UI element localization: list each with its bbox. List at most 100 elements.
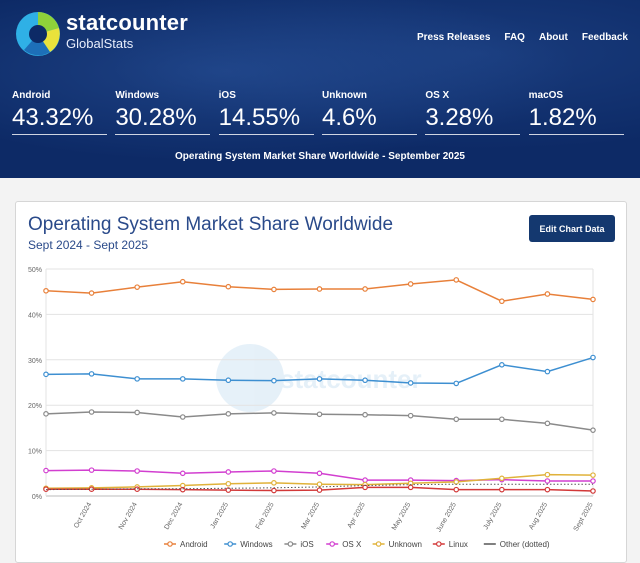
data-point: [225, 283, 232, 290]
x-tick-label: Dec 2024: [163, 501, 184, 531]
nav-feedback[interactable]: Feedback: [581, 32, 628, 43]
data-point: [407, 484, 414, 491]
line-chart: statcounter 0% 10% 20% 30% 40% 50% Oct 2024 Nov …: [28, 267, 596, 549]
data-point: [453, 380, 460, 387]
data-point: [316, 376, 323, 382]
data-point: [88, 290, 95, 296]
stat-value: 43.32%: [12, 105, 107, 135]
statcounter-logo-icon[interactable]: [14, 10, 62, 58]
data-point: [271, 468, 277, 474]
data-point: [590, 354, 596, 361]
data-point: [271, 487, 277, 494]
stat-value: 4.6%: [321, 105, 417, 135]
data-point: [362, 377, 368, 384]
data-point: [316, 411, 323, 418]
x-tick-label: Oct 2024: [73, 501, 93, 529]
nav-about[interactable]: About: [538, 32, 568, 43]
data-point: [362, 411, 368, 418]
nav-faq[interactable]: FAQ: [504, 32, 525, 43]
edit-chart-data-button[interactable]: Edit Chart Data: [529, 215, 615, 242]
data-point: [225, 377, 232, 384]
y-tick-label: 40%: [28, 312, 42, 319]
data-point: [544, 486, 551, 493]
data-point: [271, 286, 277, 293]
legend-label: Unknown: [389, 540, 422, 549]
data-point: [453, 479, 460, 485]
legend-label: Linux: [449, 540, 468, 549]
data-point: [590, 488, 596, 494]
data-point: [271, 377, 277, 384]
y-tick-label: 10%: [28, 449, 42, 456]
data-point: [134, 468, 140, 474]
stat-macos: macOS 1.82%: [528, 90, 632, 135]
stat-unknown: Unknown 4.6%: [321, 90, 425, 135]
data-point: [590, 478, 596, 484]
data-point: [225, 480, 232, 487]
data-point: [225, 411, 232, 417]
data-point: [453, 486, 460, 493]
data-point: [43, 411, 49, 417]
legend-marker: [435, 541, 442, 547]
x-tick-label: Jan 2025: [210, 501, 231, 530]
legend-label: OS X: [342, 540, 362, 549]
series-line: [45, 483, 593, 491]
legend-label: iOS: [300, 540, 313, 549]
x-tick-label: Sept 2025: [573, 501, 595, 532]
legend-marker: [227, 541, 234, 547]
data-point: [590, 296, 596, 303]
data-point: [499, 298, 505, 305]
brand[interactable]: statcounter GlobalStats: [66, 12, 188, 52]
data-point: [316, 481, 323, 487]
data-point: [499, 416, 505, 423]
stat-android: Android 43.32%: [12, 90, 115, 135]
legend-label: Windows: [240, 540, 272, 549]
legend-marker: [287, 541, 294, 547]
legend-label: Other (dotted): [500, 540, 550, 549]
data-point: [362, 286, 368, 292]
data-point: [88, 467, 95, 473]
data-point: [271, 480, 277, 486]
stat-label: Unknown: [321, 90, 367, 101]
stat-value: 14.55%: [218, 105, 314, 135]
data-point: [88, 371, 95, 377]
y-tick-label: 0%: [32, 494, 42, 501]
data-point: [179, 470, 186, 477]
y-tick-label: 30%: [28, 358, 42, 365]
data-point: [544, 471, 551, 478]
data-point: [316, 487, 323, 493]
stat-value: 30.28%: [115, 105, 211, 135]
data-point: [544, 420, 551, 427]
data-point: [316, 470, 323, 477]
top-nav: Press Releases FAQ About Feedback: [417, 32, 628, 43]
data-point: [407, 412, 414, 419]
data-point: [225, 469, 232, 475]
stat-windows: Windows 30.28%: [115, 90, 218, 135]
data-point: [43, 287, 49, 294]
x-tick-label: Feb 2025: [255, 501, 276, 530]
data-point: [179, 278, 186, 285]
y-tick-label: 20%: [28, 403, 42, 410]
data-point: [43, 467, 49, 474]
stat-label: macOS: [528, 90, 564, 101]
legend-label: Android: [180, 540, 208, 549]
watermark: statcounter: [216, 344, 422, 412]
data-point: [544, 368, 551, 375]
data-point: [88, 409, 95, 415]
chart-subtitle: Sept 2024 - Sept 2025: [28, 238, 149, 252]
data-point: [499, 361, 505, 368]
stat-value: 3.28%: [425, 105, 521, 135]
data-point: [590, 427, 596, 433]
data-point: [499, 475, 505, 482]
x-tick-label: June 2025: [436, 501, 458, 533]
x-tick-label: May 2025: [391, 501, 412, 531]
brand-name: statcounter: [66, 10, 188, 35]
data-point: [407, 380, 414, 386]
data-point: [134, 409, 140, 416]
data-point: [499, 486, 505, 493]
stat-osx: OS X 3.28%: [425, 90, 528, 135]
nav-press-releases[interactable]: Press Releases: [417, 32, 491, 43]
data-point: [362, 477, 368, 483]
data-point: [544, 478, 551, 484]
data-point: [453, 416, 460, 423]
chart-card: Operating System Market Share Worldwide …: [15, 201, 627, 563]
